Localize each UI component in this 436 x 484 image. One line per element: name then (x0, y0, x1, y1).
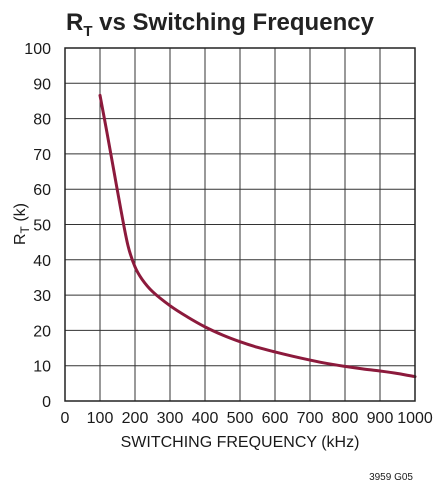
figure-code: 3959 G05 (369, 472, 413, 483)
series-layer (98, 93, 417, 379)
y-tick-labels: 0 10 20 30 40 50 60 70 80 90 100 (24, 41, 51, 411)
y-tick-label: 100 (24, 41, 51, 58)
y-tick-label: 20 (33, 323, 51, 340)
plot-frame (64, 47, 416, 402)
x-tick-label: 0 (61, 410, 70, 427)
x-tick-label: 900 (367, 410, 394, 427)
y-tick-label: 90 (33, 76, 51, 93)
x-tick-label: 500 (227, 410, 254, 427)
y-tick-label: 10 (33, 359, 51, 376)
x-tick-label: 100 (87, 410, 114, 427)
x-tick-label: 800 (332, 410, 359, 427)
grid (64, 47, 416, 402)
y-tick-label: 30 (33, 288, 51, 305)
y-tick-label: 40 (33, 253, 51, 270)
y-tick-label: 50 (33, 218, 51, 235)
chart-title: RT vs Switching Frequency (66, 9, 375, 40)
y-tick-label: 0 (42, 394, 51, 411)
x-tick-label: 700 (297, 410, 324, 427)
y-axis-label: RT (k) (12, 203, 32, 245)
y-tick-label: 70 (33, 147, 51, 164)
x-tick-label: 1000 (397, 410, 433, 427)
x-axis-label: SWITCHING FREQUENCY (kHz) (121, 434, 360, 451)
x-tick-labels: 0 100 200 300 400 500 600 700 800 900 1000 (61, 410, 433, 427)
series-line-rt (98, 93, 417, 379)
y-tick-label: 80 (33, 112, 51, 129)
x-tick-label: 600 (262, 410, 289, 427)
x-tick-label: 200 (122, 410, 149, 427)
x-tick-label: 400 (192, 410, 219, 427)
x-tick-label: 300 (157, 410, 184, 427)
y-tick-label: 60 (33, 182, 51, 199)
